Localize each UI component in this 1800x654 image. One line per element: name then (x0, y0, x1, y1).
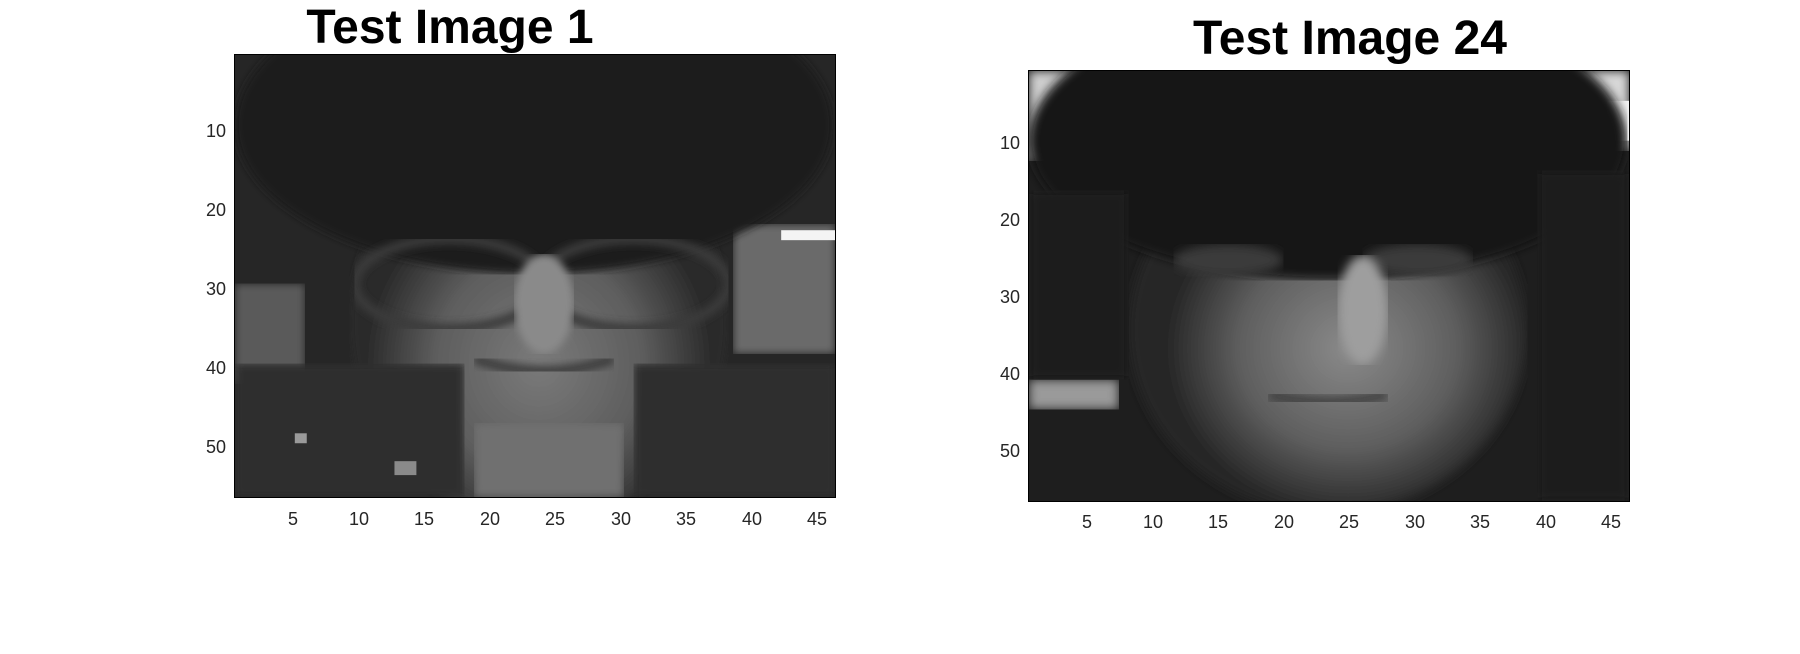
x-tick-label: 45 (1600, 512, 1622, 532)
x-tick-label: 35 (1469, 512, 1491, 532)
x-tick-label: 40 (741, 509, 763, 529)
figure-panel-24: Test Image 24 (900, 0, 1800, 654)
face-image-24 (1028, 70, 1630, 502)
y-tick-label: 40 (205, 358, 226, 378)
y-tick-label: 30 (205, 279, 226, 299)
y-tick-label: 30 (999, 287, 1020, 307)
x-tick-label: 30 (610, 509, 632, 529)
y-tick-label: 20 (999, 210, 1020, 230)
x-tick-label: 25 (544, 509, 566, 529)
face-image-1-render (235, 55, 835, 497)
y-tick-label: 50 (999, 441, 1020, 461)
figure-title: Test Image 24 (1193, 12, 1507, 65)
x-tick-label: 5 (1081, 512, 1092, 532)
x-tick-label: 40 (1535, 512, 1557, 532)
figure-title: Test Image 1 (306, 1, 594, 54)
x-tick-label: 35 (675, 509, 697, 529)
x-tick-label: 10 (1142, 512, 1164, 532)
face-image-1 (234, 54, 836, 498)
x-tick-label: 20 (1273, 512, 1295, 532)
y-tick-label: 10 (999, 133, 1020, 153)
x-tick-label: 15 (413, 509, 435, 529)
x-tick-label: 5 (287, 509, 298, 529)
x-tick-label: 25 (1338, 512, 1360, 532)
x-tick-label: 45 (806, 509, 828, 529)
x-tick-label: 20 (479, 509, 501, 529)
y-tick-label: 50 (205, 437, 226, 457)
x-tick-label: 30 (1404, 512, 1426, 532)
y-tick-label: 20 (205, 200, 226, 220)
figure-panel-1: Test Image 1 (205, 1, 836, 529)
x-tick-label: 15 (1207, 512, 1229, 532)
y-tick-label: 10 (205, 121, 226, 141)
x-tick-label: 10 (348, 509, 370, 529)
y-tick-label: 40 (999, 364, 1020, 384)
face-image-24-render (1029, 71, 1629, 501)
